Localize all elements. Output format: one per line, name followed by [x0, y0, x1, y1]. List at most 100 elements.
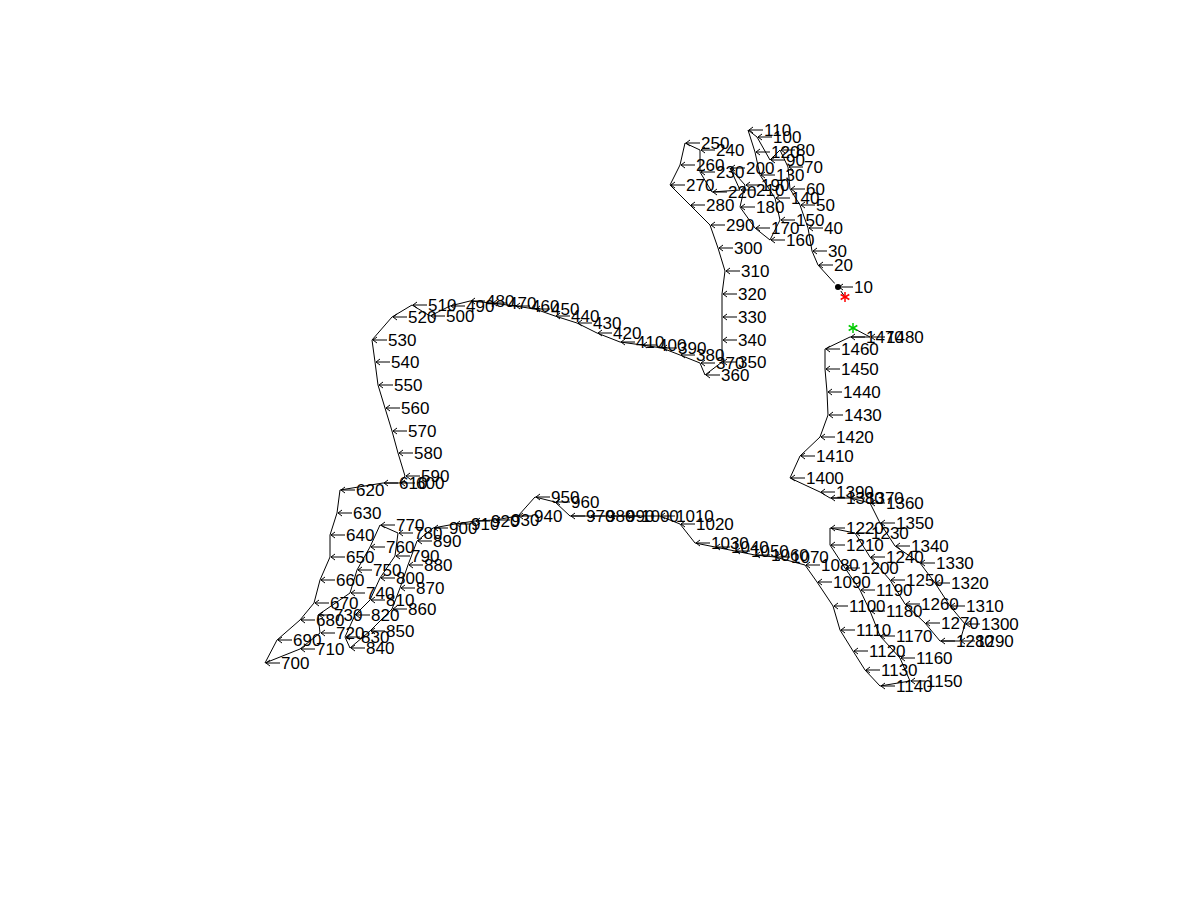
svg-text:700: 700 [281, 654, 309, 673]
svg-text:1300: 1300 [981, 615, 1019, 634]
svg-text:1450: 1450 [841, 360, 879, 379]
svg-text:1150: 1150 [926, 672, 963, 691]
svg-text:1020: 1020 [696, 515, 734, 534]
svg-text:380: 380 [696, 345, 725, 365]
svg-text:490: 490 [466, 296, 495, 316]
svg-text:860: 860 [408, 600, 436, 619]
svg-text:530: 530 [388, 331, 416, 350]
svg-text:680: 680 [316, 610, 345, 630]
svg-text:280: 280 [706, 196, 734, 215]
svg-text:230: 230 [716, 162, 745, 182]
svg-text:330: 330 [738, 308, 766, 327]
svg-text:840: 840 [366, 639, 394, 658]
svg-text:410: 410 [636, 332, 665, 352]
svg-text:1320: 1320 [951, 574, 989, 593]
svg-text:1000: 1000 [641, 507, 679, 526]
svg-text:1480: 1480 [886, 328, 924, 347]
svg-text:870: 870 [416, 579, 444, 598]
svg-text:460: 460 [531, 296, 560, 316]
svg-text:1400: 1400 [806, 469, 844, 488]
svg-text:780: 780 [414, 523, 443, 543]
svg-text:260: 260 [696, 156, 724, 175]
svg-text:200: 200 [746, 159, 774, 178]
svg-text:310: 310 [741, 262, 769, 281]
svg-text:340: 340 [738, 331, 766, 350]
svg-text:390: 390 [678, 338, 707, 358]
svg-text:720: 720 [336, 623, 365, 643]
svg-text:370: 370 [716, 353, 745, 373]
svg-text:690: 690 [293, 630, 322, 650]
svg-text:160: 160 [786, 230, 815, 250]
svg-text:1340: 1340 [911, 537, 949, 556]
svg-text:220: 220 [728, 182, 757, 202]
svg-text:240: 240 [716, 140, 745, 160]
svg-text:430: 430 [593, 313, 622, 333]
svg-text:1290: 1290 [976, 632, 1014, 651]
svg-text:350: 350 [738, 352, 767, 372]
svg-text:880: 880 [424, 556, 452, 575]
svg-text:850: 850 [386, 622, 414, 641]
svg-text:170: 170 [771, 219, 799, 238]
svg-text:300: 300 [734, 239, 762, 258]
svg-text:570: 570 [408, 422, 436, 441]
svg-text:1310: 1310 [966, 597, 1004, 616]
svg-text:110: 110 [764, 121, 791, 140]
svg-text:730: 730 [334, 605, 363, 625]
svg-text:270: 270 [686, 176, 714, 195]
svg-text:480: 480 [486, 291, 515, 311]
svg-text:710: 710 [316, 639, 345, 659]
svg-text:450: 450 [551, 299, 580, 319]
svg-text:940: 940 [534, 507, 562, 526]
svg-text:40: 40 [824, 219, 843, 238]
svg-text:740: 740 [366, 583, 395, 603]
svg-text:670: 670 [330, 593, 359, 613]
svg-text:510: 510 [428, 295, 457, 315]
svg-text:120: 120 [771, 143, 799, 162]
svg-text:290: 290 [726, 216, 754, 235]
svg-text:500: 500 [446, 306, 475, 326]
svg-text:360: 360 [721, 365, 750, 385]
svg-text:520: 520 [408, 308, 436, 327]
svg-text:1260: 1260 [921, 595, 959, 614]
svg-text:210: 210 [756, 181, 784, 200]
svg-text:620: 620 [356, 481, 384, 500]
svg-text:130: 130 [776, 165, 805, 185]
svg-text:580: 580 [414, 444, 442, 463]
svg-text:640: 640 [346, 526, 374, 545]
svg-text:1430: 1430 [844, 406, 882, 425]
svg-text:630: 630 [353, 504, 381, 523]
svg-text:1420: 1420 [836, 428, 874, 447]
svg-text:540: 540 [391, 353, 419, 372]
svg-text:1410: 1410 [816, 447, 854, 466]
svg-text:140: 140 [791, 189, 819, 208]
svg-text:320: 320 [738, 285, 766, 304]
svg-text:610: 610 [399, 474, 427, 493]
svg-text:30: 30 [828, 242, 847, 261]
svg-text:400: 400 [658, 335, 687, 355]
svg-text:470: 470 [508, 293, 537, 313]
svg-text:1440: 1440 [843, 383, 881, 402]
svg-text:10: 10 [854, 278, 873, 297]
svg-text:1170: 1170 [896, 627, 933, 646]
svg-text:750: 750 [373, 560, 402, 580]
svg-text:550: 550 [394, 376, 422, 395]
svg-text:770: 770 [396, 515, 425, 535]
svg-text:250: 250 [701, 134, 729, 153]
svg-text:600: 600 [416, 473, 445, 493]
svg-text:1110: 1110 [856, 621, 891, 640]
svg-text:420: 420 [613, 323, 642, 343]
svg-text:1350: 1350 [896, 514, 934, 533]
svg-text:70: 70 [804, 158, 823, 177]
svg-text:1250: 1250 [906, 571, 944, 590]
svg-text:1330: 1330 [936, 554, 974, 573]
svg-text:760: 760 [386, 537, 415, 557]
svg-text:150: 150 [796, 211, 824, 230]
svg-text:650: 650 [346, 548, 374, 567]
svg-text:1160: 1160 [916, 649, 953, 668]
svg-text:440: 440 [571, 306, 600, 326]
svg-text:1270: 1270 [941, 614, 979, 633]
svg-text:180: 180 [756, 198, 784, 217]
svg-text:1180: 1180 [886, 602, 923, 621]
svg-text:660: 660 [336, 571, 364, 590]
svg-text:560: 560 [401, 399, 429, 418]
